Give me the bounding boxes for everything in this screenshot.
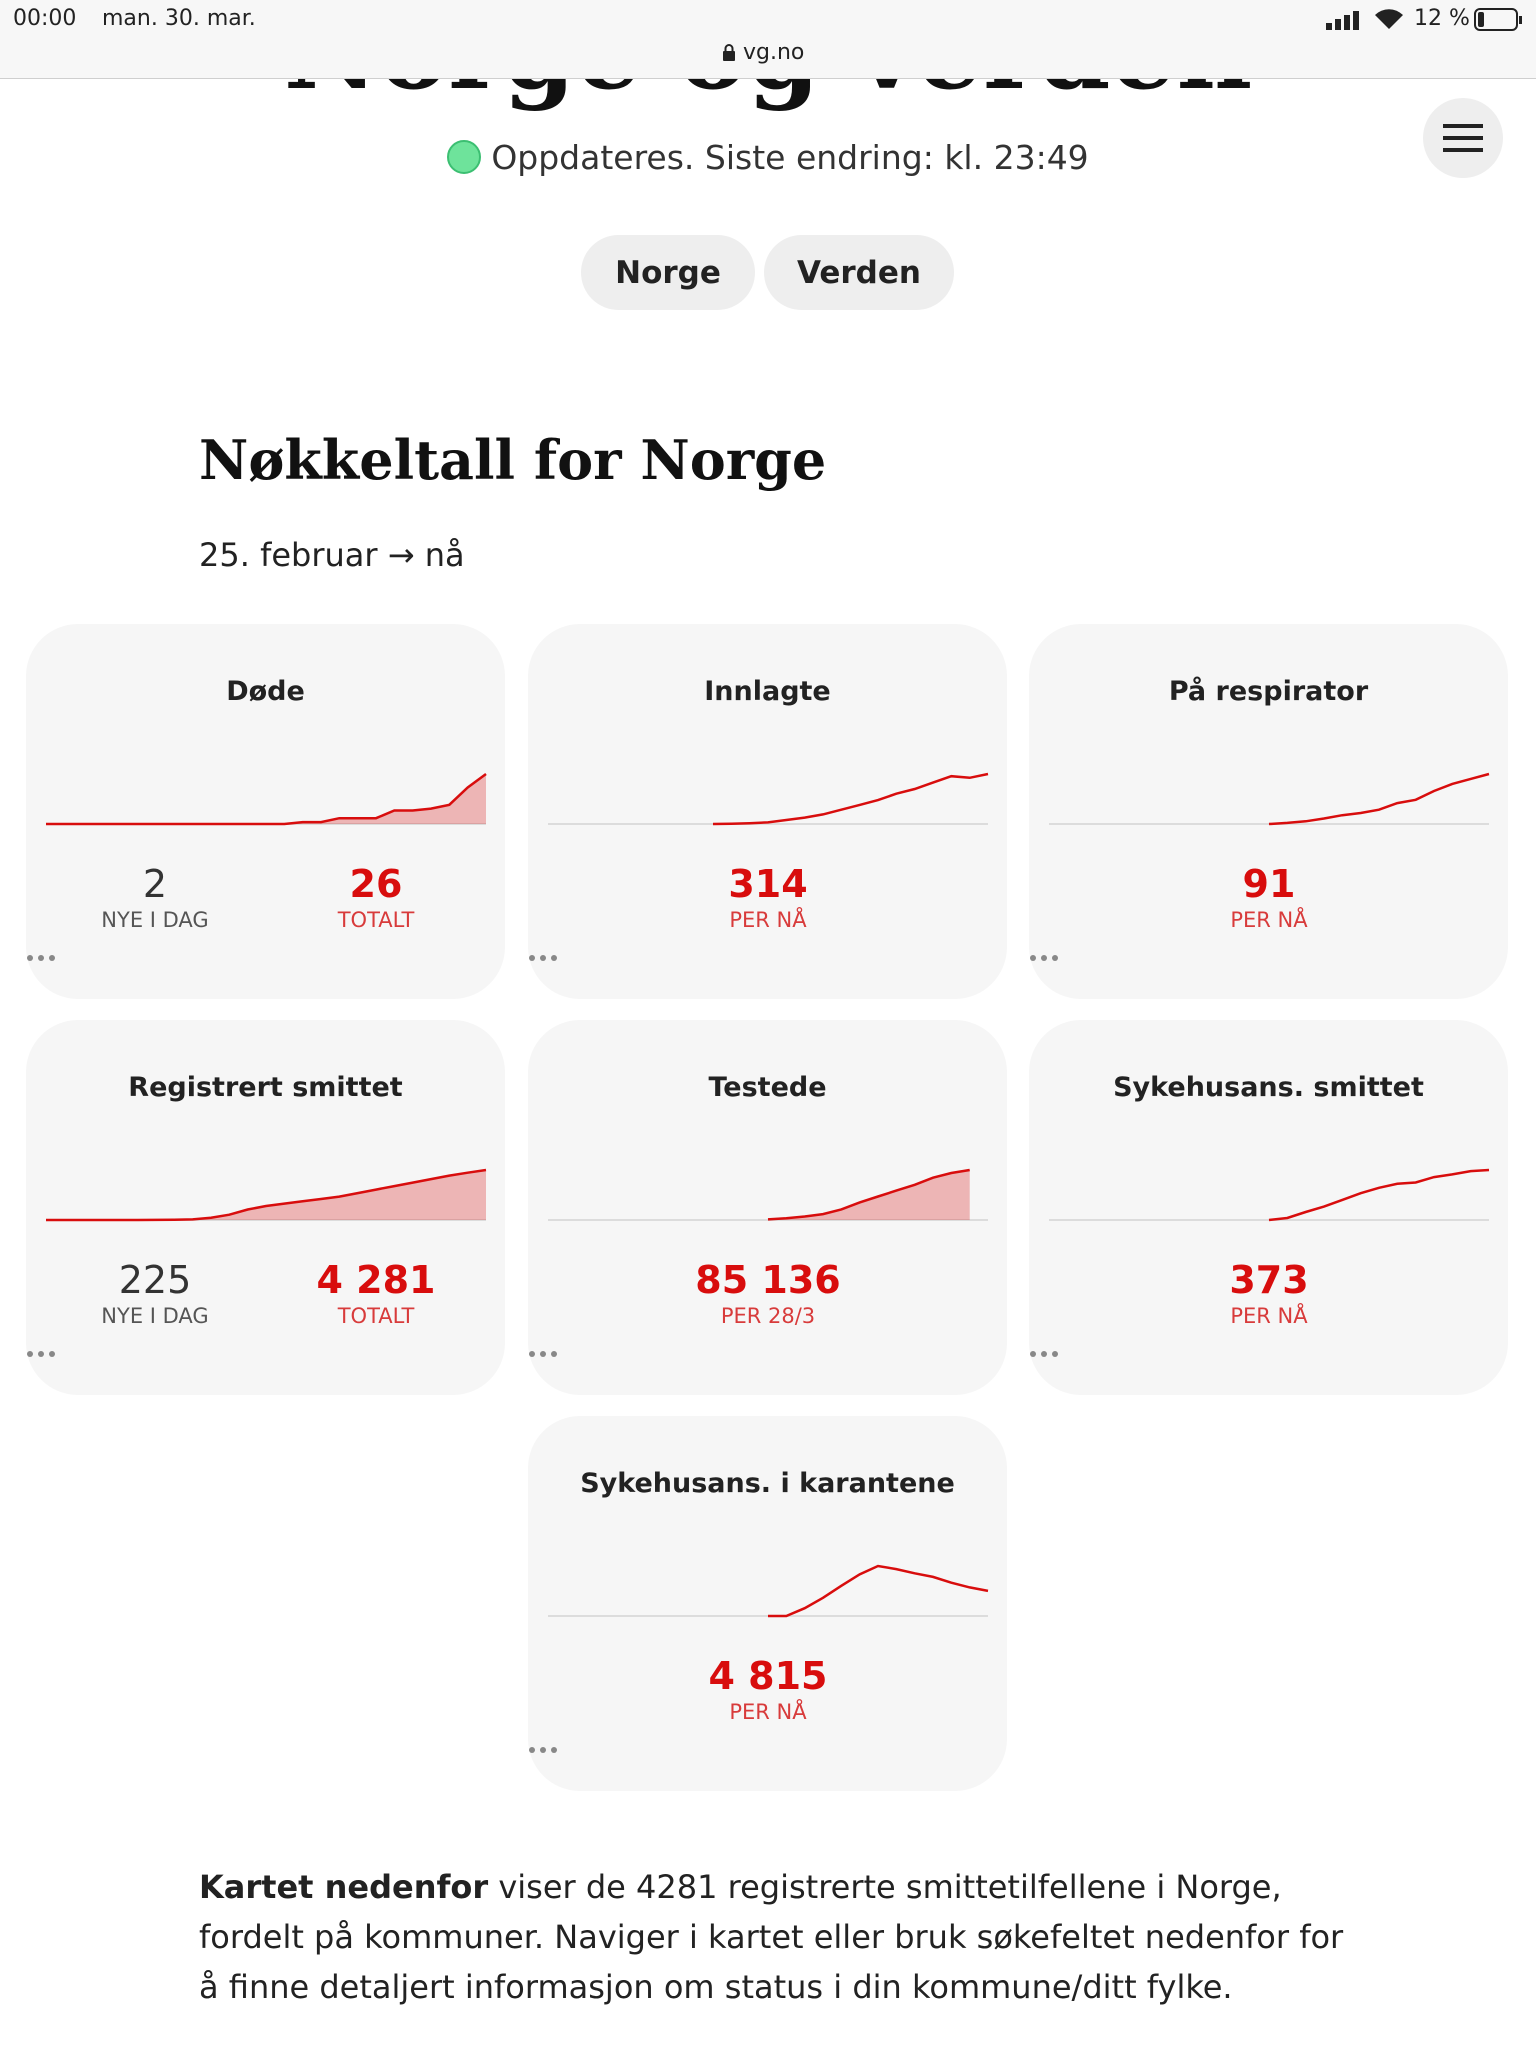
stat-value: 85 136: [695, 1258, 841, 1302]
stat-label: PER NÅ: [729, 1700, 807, 1724]
stat-value: 91: [1242, 862, 1296, 906]
sparkline: [46, 1168, 487, 1222]
stat: 225 NYE I DAG: [45, 1258, 265, 1330]
stat-label: PER NÅ: [729, 908, 807, 932]
sparkline-line: [46, 772, 487, 826]
stat-value: 2: [142, 862, 168, 906]
dots-icon: [1030, 955, 1058, 961]
tab-verden[interactable]: Verden: [764, 235, 954, 310]
stat-card[interactable]: Registrert smittet 225 NYE I DAG 4 281 TOTAL…: [26, 1020, 505, 1395]
status-bar: 00:00 man. 30. mar. vg.no 12 %: [0, 0, 1536, 79]
signal-icon: [1326, 11, 1359, 30]
stat-label: PER NÅ: [1230, 1304, 1308, 1328]
stat-value: 26: [349, 862, 403, 906]
wifi-icon: [1375, 9, 1403, 30]
tab-norge[interactable]: Norge: [581, 235, 755, 310]
stat-card[interactable]: Testede 85 136 PER 28/3: [528, 1020, 1007, 1395]
sparkline-area: [768, 1170, 970, 1220]
sparkline: [46, 772, 487, 826]
stat-value: 225: [118, 1258, 192, 1302]
battery-text: 12 %: [1414, 6, 1470, 31]
stat-value: 373: [1229, 1258, 1309, 1302]
sparkline: [548, 1564, 989, 1618]
paragraph-text: viser de 4281 registrerte smittetilfelle…: [199, 1868, 1344, 2006]
sparkline-line: [767, 1168, 970, 1221]
sparkline: [548, 772, 989, 826]
stat-label: NYE I DAG: [101, 908, 209, 932]
url[interactable]: vg.no: [722, 40, 804, 65]
sparkline-area: [46, 774, 486, 824]
sparkline-line: [1268, 772, 1490, 826]
stat-value: 4 281: [316, 1258, 436, 1302]
stat: 4 281 TOTALT: [266, 1258, 486, 1330]
sparkline-line: [1268, 1168, 1490, 1222]
sparkline: [548, 1168, 988, 1221]
section-title: Nøkkeltall for Norge: [199, 428, 827, 492]
stat-label: PER 28/3: [720, 1304, 816, 1328]
stat-label: TOTALT: [337, 1304, 415, 1328]
stat: 314 PER NÅ: [658, 862, 878, 934]
section-period: 25. februar → nå: [199, 536, 465, 574]
url-text: vg.no: [743, 40, 805, 65]
update-text: Oppdateres. Siste endring: kl. 23:49: [491, 138, 1089, 177]
stat-label: TOTALT: [337, 908, 415, 932]
dots-icon: [529, 1747, 557, 1753]
menu-icon: [1443, 124, 1483, 152]
sparkline: [1049, 772, 1490, 826]
time: 00:00: [13, 6, 77, 31]
stat: 26 TOTALT: [266, 862, 486, 934]
dots-icon: [27, 1351, 55, 1357]
sparkline-line: [712, 772, 989, 826]
paragraph-lead: Kartet nedenfor: [199, 1868, 489, 1906]
sparkline-line: [46, 1168, 487, 1222]
dots-icon: [529, 1351, 557, 1357]
paragraph: Kartet nedenfor viser de 4281 registrert…: [199, 1862, 1359, 2012]
stat-card[interactable]: Sykehusans. smittet 373 PER NÅ: [1029, 1020, 1508, 1395]
stat: 4 815 PER NÅ: [658, 1654, 878, 1726]
dots-icon: [27, 955, 55, 961]
card-title: Testede: [708, 1072, 827, 1103]
date: man. 30. mar.: [102, 6, 256, 31]
update-status: Oppdateres. Siste endring: kl. 23:49: [0, 138, 1536, 177]
battery-icon: [1474, 8, 1522, 31]
live-dot: [447, 140, 482, 174]
card-title: Sykehusans. i karantene: [580, 1468, 955, 1499]
stat: 2 NYE I DAG: [45, 862, 265, 934]
menu-button[interactable]: [1423, 98, 1503, 178]
card-title: Døde: [226, 676, 305, 707]
card-title: På respirator: [1168, 676, 1369, 707]
stat-card[interactable]: På respirator 91 PER NÅ: [1029, 624, 1508, 999]
dots-icon: [529, 955, 557, 961]
stat: 373 PER NÅ: [1159, 1258, 1379, 1330]
dots-icon: [1030, 1351, 1058, 1357]
sparkline-area: [46, 1170, 486, 1220]
stat-card[interactable]: Sykehusans. i karantene 4 815 PER NÅ: [528, 1416, 1007, 1791]
stat: 85 136 PER 28/3: [658, 1258, 878, 1330]
stat-card[interactable]: Innlagte 314 PER NÅ: [528, 624, 1007, 999]
card-title: Sykehusans. smittet: [1113, 1072, 1424, 1103]
stat-label: NYE I DAG: [101, 1304, 209, 1328]
lock-icon: [723, 44, 735, 61]
stat: 91 PER NÅ: [1159, 862, 1379, 934]
sparkline-line: [768, 1564, 989, 1618]
stat-value: 4 815: [708, 1654, 828, 1698]
stat-label: PER NÅ: [1230, 908, 1308, 932]
stat-value: 314: [728, 862, 808, 906]
stat-card[interactable]: Døde 2 NYE I DAG 26 TOTALT: [26, 624, 505, 999]
card-title: Innlagte: [704, 676, 831, 707]
sparkline: [1049, 1168, 1490, 1222]
card-title: Registrert smittet: [128, 1072, 403, 1103]
